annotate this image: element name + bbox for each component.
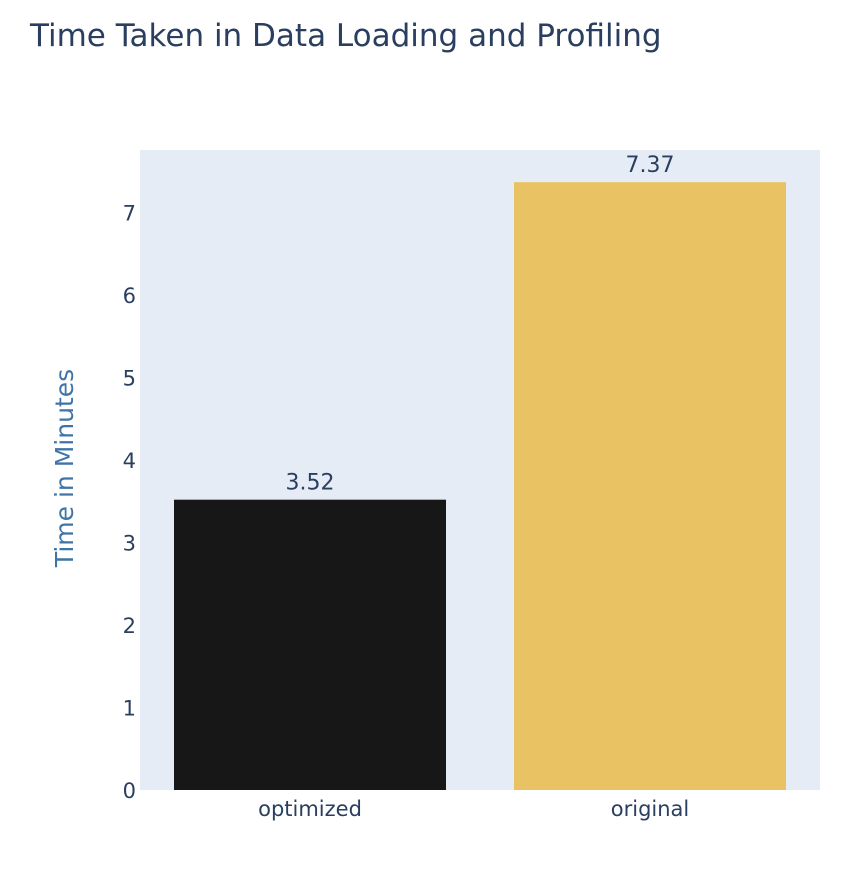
data-label-original: 7.37: [626, 153, 675, 178]
y-tick-label: 1: [123, 697, 136, 721]
y-axis-title: Time in Minutes: [50, 369, 79, 568]
bar-original: [514, 182, 786, 791]
data-labels: 3.52 7.37: [286, 153, 675, 496]
data-label-optimized: 3.52: [286, 471, 335, 496]
x-axis: optimized original: [258, 797, 689, 821]
x-tick-label-optimized: optimized: [258, 797, 362, 821]
y-tick-label: 7: [123, 202, 136, 226]
chart-title: Time Taken in Data Loading and Profiling: [30, 18, 662, 54]
bar-optimized: [174, 499, 446, 790]
y-tick-label: 5: [123, 367, 136, 391]
y-tick-label: 4: [123, 449, 136, 473]
x-tick-label-original: original: [611, 797, 690, 821]
y-axis: 0 1 2 3 4 5 6 7: [123, 202, 136, 803]
y-tick-label: 6: [123, 284, 136, 308]
y-tick-label: 2: [123, 614, 136, 638]
y-tick-label: 0: [123, 779, 136, 803]
bars: [174, 182, 786, 791]
y-tick-label: 3: [123, 532, 136, 556]
